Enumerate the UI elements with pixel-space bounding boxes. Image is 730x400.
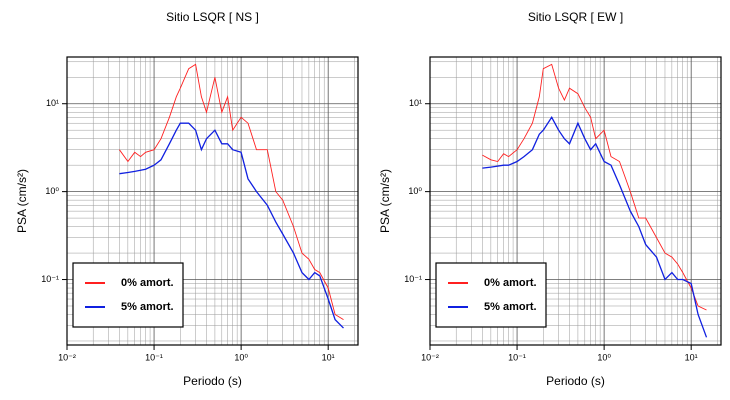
plot-frame bbox=[66, 56, 359, 346]
legend-label: 0% amort. bbox=[121, 277, 174, 289]
chart-title: Sitio LSQR [ NS ] bbox=[166, 10, 259, 24]
plot-frame bbox=[429, 56, 722, 346]
x-axis-label: Periodo (s) bbox=[546, 374, 605, 388]
legend-box bbox=[72, 262, 184, 328]
panel: Sitio LSQR [ EW ] 10⁻² 10⁻¹ 10⁰ 10¹ 10⁻¹ 10⁰ 10… bbox=[378, 10, 722, 388]
y-tick-label: 10¹ bbox=[409, 98, 422, 108]
series-line bbox=[119, 122, 344, 329]
series-line bbox=[482, 116, 708, 338]
x-tick-label: 10⁻² bbox=[58, 352, 76, 362]
x-tick-label: 10¹ bbox=[322, 352, 335, 362]
legend-label: 5% amort. bbox=[484, 301, 537, 313]
y-tick-label: 10¹ bbox=[46, 98, 59, 108]
x-tick-label: 10⁻² bbox=[421, 352, 439, 362]
x-tick-label: 10⁰ bbox=[597, 352, 611, 362]
panel: Sitio LSQR [ NS ] 10⁻² 10⁻¹ 10⁰ 10¹ 10⁻¹ 10⁰ 10… bbox=[15, 10, 359, 388]
x-axis-label: Periodo (s) bbox=[183, 374, 242, 388]
legend-box bbox=[435, 262, 547, 328]
chart-title: Sitio LSQR [ EW ] bbox=[528, 10, 623, 24]
x-tick-label: 10⁻¹ bbox=[145, 352, 163, 362]
y-tick-label: 10⁰ bbox=[45, 186, 59, 196]
y-tick-label: 10⁰ bbox=[408, 186, 422, 196]
y-tick-label: 10⁻¹ bbox=[404, 274, 422, 284]
x-tick-label: 10⁰ bbox=[234, 352, 248, 362]
x-tick-label: 10⁻¹ bbox=[508, 352, 526, 362]
y-axis-label: PSA (cm/s²) bbox=[15, 169, 29, 233]
y-axis-label: PSA (cm/s²) bbox=[378, 169, 392, 233]
y-tick-label: 10⁻¹ bbox=[41, 274, 59, 284]
series-line bbox=[119, 63, 344, 320]
legend-label: 0% amort. bbox=[484, 277, 537, 289]
series-line bbox=[482, 63, 707, 311]
legend-label: 5% amort. bbox=[121, 301, 174, 313]
x-tick-label: 10¹ bbox=[685, 352, 698, 362]
